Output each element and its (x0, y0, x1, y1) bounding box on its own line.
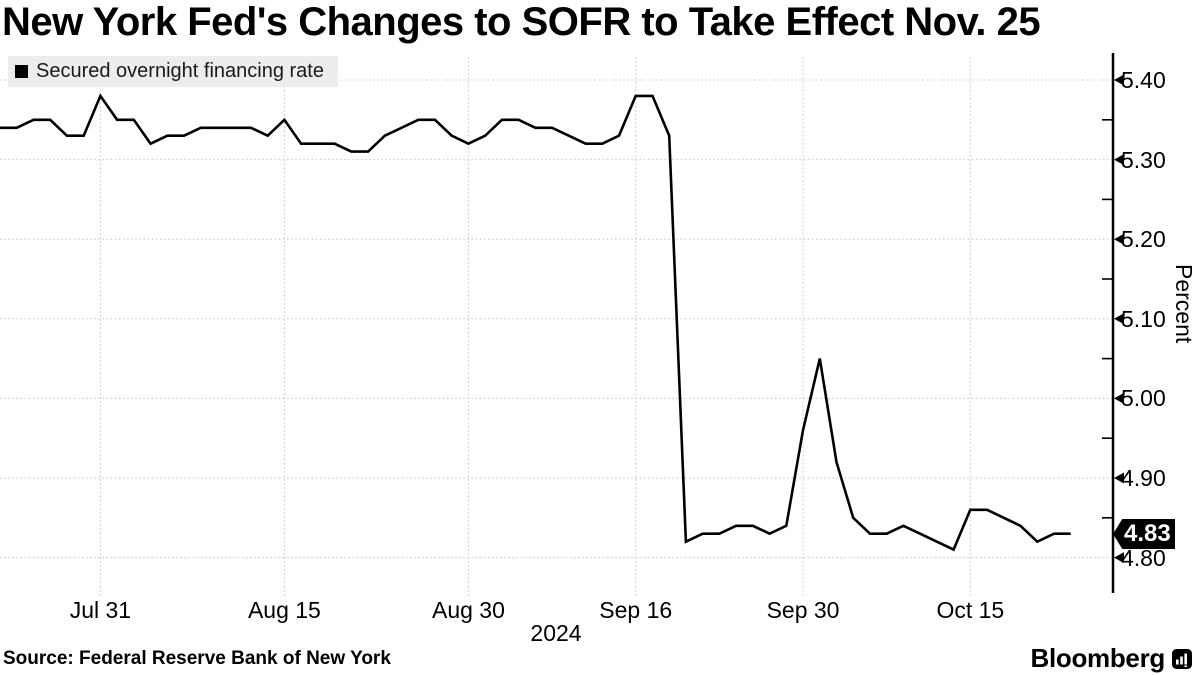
y-axis-unit-label: Percent (1171, 264, 1197, 344)
bar-chart-icon (1172, 648, 1192, 669)
sofr-series-line (0, 93, 1071, 552)
y-tick-arrow-icon (1114, 233, 1124, 245)
y-tick-arrow-icon (1114, 392, 1124, 404)
chart-title: New York Fed's Changes to SOFR to Take E… (2, 0, 1041, 44)
x-tick-label: Sep 30 (766, 597, 840, 623)
y-tick-arrow-icon (1114, 154, 1124, 166)
y-tick-label: 4.90 (1121, 465, 1166, 491)
legend-label: Secured overnight financing rate (36, 60, 324, 82)
legend: Secured overnight financing rate (8, 56, 338, 87)
y-tick-arrow-icon (1114, 74, 1124, 86)
last-value-badge: 4.83 (1113, 519, 1175, 549)
x-axis-year-label: 2024 (530, 620, 582, 646)
y-tick-label: 5.30 (1121, 146, 1166, 173)
bloomberg-wordmark: Bloomberg (1030, 643, 1165, 673)
y-tick-arrow-icon (1114, 472, 1124, 484)
y-tick-arrow-icon (1114, 552, 1124, 564)
legend-marker-icon (15, 65, 28, 78)
x-tick-label: Aug 30 (431, 597, 505, 623)
y-tick-label: 5.20 (1121, 226, 1166, 253)
source-credit: Source: Federal Reserve Bank of New York (3, 648, 391, 669)
x-tick-label: Sep 16 (599, 597, 673, 623)
bloomberg-logo: Bloomberg (1030, 643, 1192, 674)
x-tick-label: Jul 31 (69, 597, 132, 623)
y-tick-label: 5.00 (1121, 385, 1166, 412)
y-tick-arrow-icon (1114, 313, 1124, 325)
y-tick-label: 5.10 (1121, 305, 1166, 332)
y-tick-label: 5.40 (1121, 67, 1166, 93)
x-tick-label: Aug 15 (247, 597, 321, 623)
x-tick-label: Oct 15 (936, 597, 1005, 623)
